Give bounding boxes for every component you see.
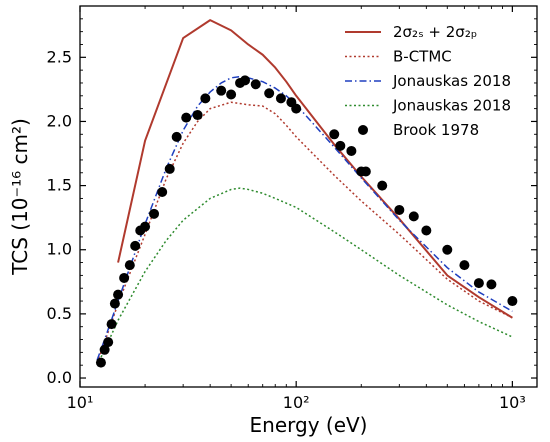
y-tick-label: 1.5	[47, 176, 72, 195]
legend: 2σ₂ₛ + 2σ₂ₚ B-CTMC Jonauskas 2018 Jonauskas…	[345, 23, 511, 139]
plot-frame	[79, 5, 538, 388]
y-tick-label: 1.0	[47, 240, 72, 259]
brook-1978-point	[140, 221, 151, 232]
brook-1978-point	[113, 289, 124, 300]
brook-1978-point	[99, 344, 110, 355]
brook-1978-point	[264, 88, 275, 99]
brook-1978-point	[216, 85, 227, 96]
x-tick-label: 10²	[283, 393, 310, 412]
brook-1978-point	[240, 75, 251, 86]
y-tick-label: 0.5	[47, 304, 72, 323]
y-tick-label: 2.0	[47, 111, 72, 130]
brook-1978-point	[192, 110, 203, 121]
brook-1978-point	[360, 166, 371, 177]
legend-label: B-CTMC	[393, 48, 452, 66]
brook-1978-point	[408, 211, 419, 222]
brook-1978-point	[226, 89, 237, 100]
series-layer	[95, 19, 518, 368]
brook-1978-point	[95, 357, 106, 368]
x-axis-label: Energy (eV)	[250, 413, 368, 437]
brook-1978-point	[459, 260, 470, 271]
series-line-4	[96, 187, 513, 366]
series-line-2	[96, 101, 513, 363]
brook-1978-point	[164, 163, 175, 174]
legend-label: Jonauskas 2018	[392, 97, 511, 115]
brook-1978-point	[181, 112, 192, 123]
y-axis-label: TCS (10⁻¹⁶ cm²)	[8, 118, 32, 276]
brook-1978-point	[250, 79, 261, 90]
legend-label: 2σ₂ₛ + 2σ₂ₚ	[393, 23, 477, 41]
brook-1978-point	[130, 240, 141, 251]
y-tick-label: 2.5	[47, 47, 72, 66]
legend-marker	[358, 125, 368, 135]
brook-1978-point	[486, 279, 497, 290]
brook-1978-point	[171, 131, 182, 142]
brook-1978-point	[103, 337, 114, 348]
brook-1978-point	[421, 225, 432, 236]
brook-1978-point	[119, 272, 130, 283]
brook-1978-point	[346, 145, 357, 156]
series-line-3	[96, 75, 513, 361]
x-tick-label: 10¹	[67, 393, 94, 412]
brook-1978-point	[473, 278, 484, 289]
legend-label: Brook 1978	[393, 121, 479, 139]
brook-1978-point	[124, 260, 135, 271]
brook-1978-point	[329, 129, 340, 140]
x-tick-label: 10³	[499, 393, 526, 412]
series-line-1	[117, 19, 513, 319]
brook-1978-point	[291, 103, 302, 114]
brook-1978-point	[275, 93, 286, 104]
legend-label: Jonauskas 2018	[392, 72, 511, 90]
brook-1978-point	[157, 187, 168, 198]
brook-1978-point	[106, 319, 117, 330]
brook-1978-point	[109, 298, 120, 309]
brook-1978-point	[442, 244, 453, 255]
ticks-layer: 0.0 0.5 1.0 1.5 2.0 2.5 10¹ 10² 10³	[47, 6, 537, 412]
y-tick-label: 0.0	[47, 368, 72, 387]
brook-1978-point	[149, 208, 160, 219]
brook-1978-point	[200, 93, 211, 104]
brook-1978-point	[335, 140, 346, 151]
brook-1978-point	[394, 204, 405, 215]
brook-1978-point	[507, 296, 518, 307]
brook-1978-point	[377, 180, 388, 191]
